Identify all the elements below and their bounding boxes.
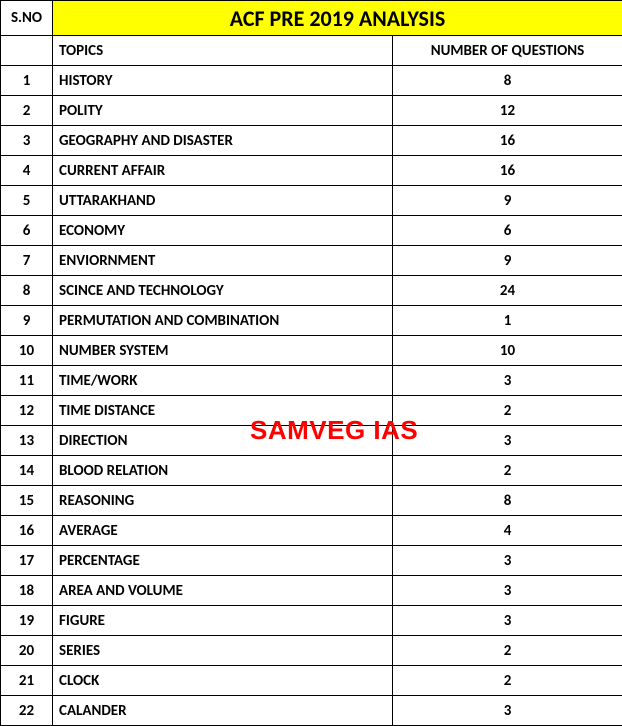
sno-blank — [1, 36, 53, 66]
row-sno: 20 — [1, 636, 53, 666]
table-row: 14BLOOD RELATION2 — [1, 456, 622, 486]
row-sno: 21 — [1, 666, 53, 696]
row-num: 9 — [393, 246, 622, 276]
row-sno: 3 — [1, 126, 53, 156]
row-num: 4 — [393, 516, 622, 546]
row-topic: TIME/WORK — [53, 366, 393, 396]
row-num: 2 — [393, 456, 622, 486]
table-row: 16AVERAGE4 — [1, 516, 622, 546]
row-topic: SCINCE AND TECHNOLOGY — [53, 276, 393, 306]
row-num: 3 — [393, 606, 622, 636]
row-topic: TIME DISTANCE — [53, 396, 393, 426]
table-row: 6ECONOMY6 — [1, 216, 622, 246]
row-topic: GEOGRAPHY AND DISASTER — [53, 126, 393, 156]
row-num: 3 — [393, 696, 622, 726]
row-num: 8 — [393, 486, 622, 516]
row-sno: 7 — [1, 246, 53, 276]
row-topic: AVERAGE — [53, 516, 393, 546]
row-num: 3 — [393, 546, 622, 576]
row-topic: CALANDER — [53, 696, 393, 726]
row-sno: 6 — [1, 216, 53, 246]
row-sno: 9 — [1, 306, 53, 336]
row-topic: DIRECTION — [53, 426, 393, 456]
row-topic: HISTORY — [53, 66, 393, 96]
row-num: 3 — [393, 576, 622, 606]
table-row: 1HISTORY8 — [1, 66, 622, 96]
num-header: NUMBER OF QUESTIONS — [393, 36, 622, 66]
table-row: 20SERIES2 — [1, 636, 622, 666]
row-num: 1 — [393, 306, 622, 336]
row-topic: ECONOMY — [53, 216, 393, 246]
row-num: 16 — [393, 156, 622, 186]
table-row: 4CURRENT AFFAIR16 — [1, 156, 622, 186]
row-sno: 8 — [1, 276, 53, 306]
row-num: 10 — [393, 336, 622, 366]
row-num: 3 — [393, 366, 622, 396]
row-sno: 4 — [1, 156, 53, 186]
header-row: TOPICS NUMBER OF QUESTIONS — [1, 36, 622, 66]
row-num: 12 — [393, 96, 622, 126]
table-row: 8SCINCE AND TECHNOLOGY24 — [1, 276, 622, 306]
row-num: 3 — [393, 426, 622, 456]
row-sno: 14 — [1, 456, 53, 486]
row-sno: 16 — [1, 516, 53, 546]
row-sno: 19 — [1, 606, 53, 636]
row-sno: 2 — [1, 96, 53, 126]
table-row: 12TIME DISTANCE2 — [1, 396, 622, 426]
table-row: 7ENVIORNMENT9 — [1, 246, 622, 276]
table-row: 11TIME/WORK3 — [1, 366, 622, 396]
row-sno: 15 — [1, 486, 53, 516]
row-sno: 22 — [1, 696, 53, 726]
table-title: ACF PRE 2019 ANALYSIS — [53, 1, 622, 36]
row-topic: CURRENT AFFAIR — [53, 156, 393, 186]
table-row: 2POLITY12 — [1, 96, 622, 126]
row-num: 2 — [393, 636, 622, 666]
row-topic: PERCENTAGE — [53, 546, 393, 576]
sno-header: S.NO — [1, 1, 53, 36]
row-num: 16 — [393, 126, 622, 156]
row-topic: CLOCK — [53, 666, 393, 696]
row-topic: FIGURE — [53, 606, 393, 636]
row-num: 9 — [393, 186, 622, 216]
row-num: 24 — [393, 276, 622, 306]
row-topic: BLOOD RELATION — [53, 456, 393, 486]
table-row: 22CALANDER3 — [1, 696, 622, 726]
row-sno: 18 — [1, 576, 53, 606]
table-row: 17PERCENTAGE3 — [1, 546, 622, 576]
row-num: 6 — [393, 216, 622, 246]
row-num: 2 — [393, 666, 622, 696]
table-row: 10NUMBER SYSTEM10 — [1, 336, 622, 366]
row-topic: REASONING — [53, 486, 393, 516]
row-sno: 10 — [1, 336, 53, 366]
row-topic: PERMUTATION AND COMBINATION — [53, 306, 393, 336]
row-sno: 11 — [1, 366, 53, 396]
table-row: 9PERMUTATION AND COMBINATION1 — [1, 306, 622, 336]
title-row: S.NO ACF PRE 2019 ANALYSIS — [1, 1, 622, 36]
row-topic: NUMBER SYSTEM — [53, 336, 393, 366]
analysis-table-container: S.NO ACF PRE 2019 ANALYSIS TOPICS NUMBER… — [0, 0, 622, 726]
row-topic: AREA AND VOLUME — [53, 576, 393, 606]
table-row: 21CLOCK2 — [1, 666, 622, 696]
row-sno: 17 — [1, 546, 53, 576]
table-row: 19FIGURE3 — [1, 606, 622, 636]
row-sno: 1 — [1, 66, 53, 96]
row-topic: UTTARAKHAND — [53, 186, 393, 216]
row-num: 2 — [393, 396, 622, 426]
table-row: 5UTTARAKHAND9 — [1, 186, 622, 216]
table-row: 18AREA AND VOLUME3 — [1, 576, 622, 606]
table-row: 3GEOGRAPHY AND DISASTER16 — [1, 126, 622, 156]
table-row: 13DIRECTION3 — [1, 426, 622, 456]
analysis-table: S.NO ACF PRE 2019 ANALYSIS TOPICS NUMBER… — [0, 0, 622, 726]
row-sno: 13 — [1, 426, 53, 456]
topics-header: TOPICS — [53, 36, 393, 66]
table-row: 15REASONING8 — [1, 486, 622, 516]
row-topic: SERIES — [53, 636, 393, 666]
row-sno: 12 — [1, 396, 53, 426]
row-topic: ENVIORNMENT — [53, 246, 393, 276]
row-num: 8 — [393, 66, 622, 96]
row-topic: POLITY — [53, 96, 393, 126]
row-sno: 5 — [1, 186, 53, 216]
